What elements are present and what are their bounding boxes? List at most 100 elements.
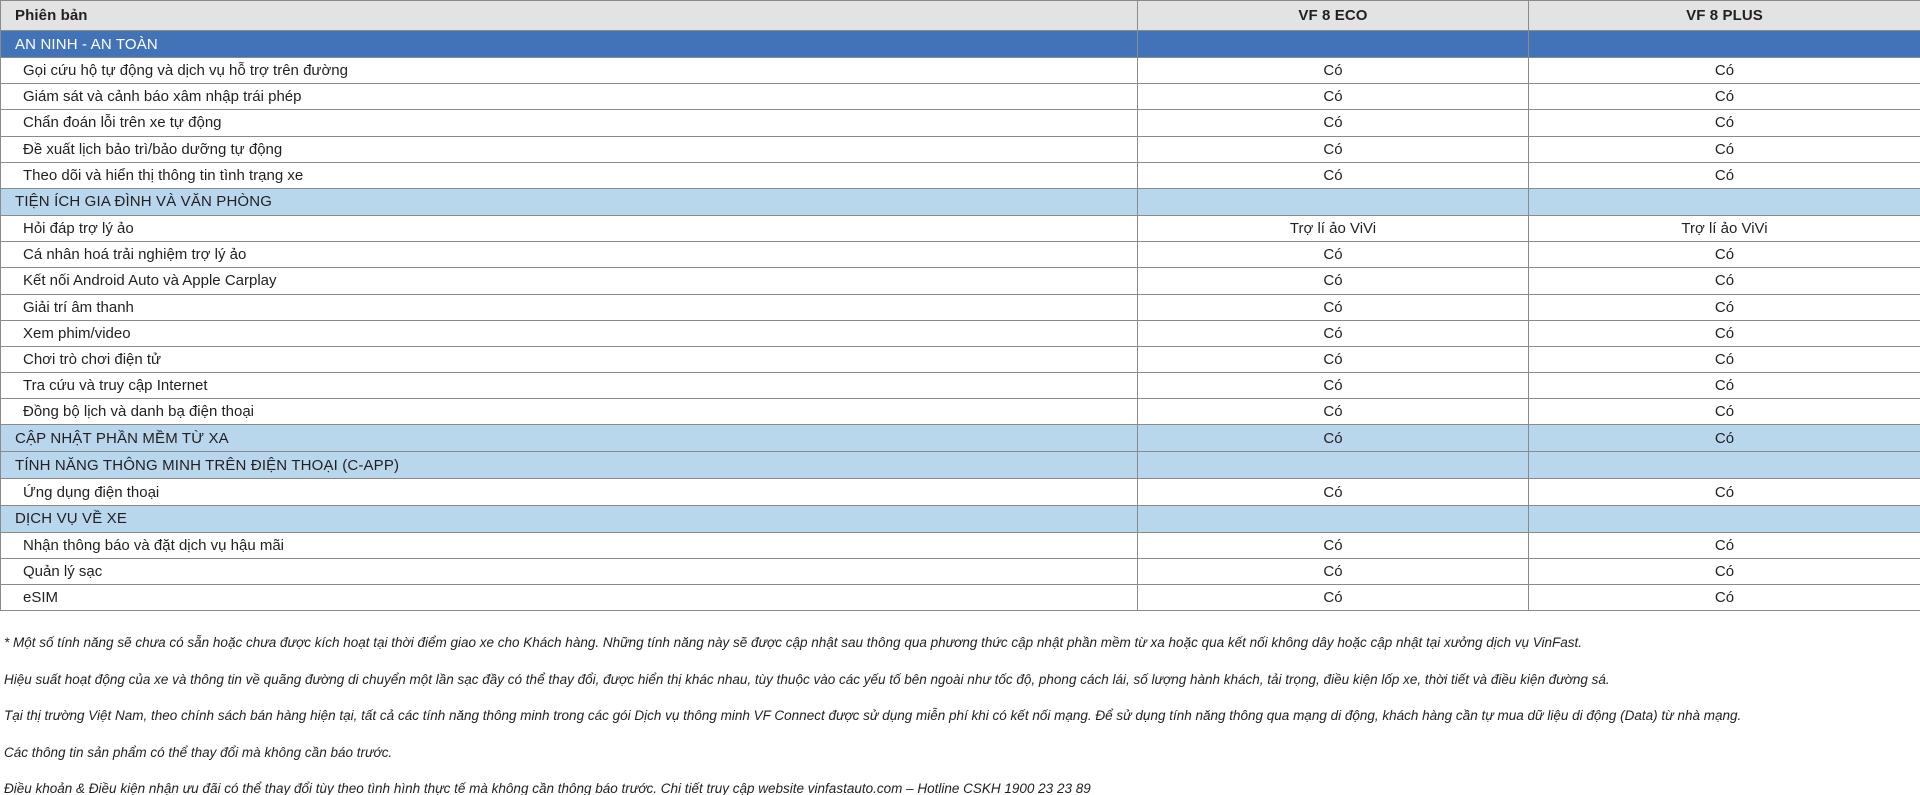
cell-vf8-plus: Có <box>1528 109 1920 137</box>
cell-vf8-plus: Có <box>1528 161 1920 189</box>
feature-name: Chẩn đoán lỗi trên xe tự động <box>0 109 1138 137</box>
section-title: CẬP NHẬT PHẦN MỀM TỪ XA <box>0 424 1138 453</box>
feature-name: Đồng bộ lịch và danh bạ điện thoại <box>0 398 1138 426</box>
cell-vf8-plus: Có <box>1528 478 1920 506</box>
footnote-4: Các thông tin sản phẩm có thể thay đổi m… <box>4 744 393 760</box>
feature-name: Hỏi đáp trợ lý ảo <box>0 214 1138 243</box>
column-header-feature: Phiên bản <box>0 0 1138 31</box>
table-row: Quản lý sạc Có Có <box>0 557 1920 586</box>
section-title: TÍNH NĂNG THÔNG MINH TRÊN ĐIỆN THOẠI (C-… <box>0 451 1138 480</box>
cell-vf8-eco: Có <box>1137 83 1529 111</box>
footnote-3: Tại thị trường Việt Nam, theo chính sách… <box>4 708 1742 724</box>
footnote-1: * Một số tính năng sẽ chưa có sẵn hoặc c… <box>4 635 1583 651</box>
feature-name: Tra cứu và truy cập Internet <box>0 372 1138 400</box>
cell-vf8-eco: Có <box>1137 319 1529 347</box>
feature-name: Chơi trò chơi điện tử <box>0 345 1138 374</box>
cell-vf8-eco: Có <box>1137 583 1529 612</box>
section-title: TIỆN ÍCH GIA ĐÌNH VÀ VĂN PHÒNG <box>0 187 1138 216</box>
cell-vf8-plus: Có <box>1528 293 1920 321</box>
feature-name: Ứng dụng điện thoại <box>0 478 1138 506</box>
footnote-5: Điều khoản & Điều kiện nhận ưu đãi có th… <box>4 781 1091 795</box>
table-section-row: TIỆN ÍCH GIA ĐÌNH VÀ VĂN PHÒNG <box>0 187 1920 216</box>
footnote-2: Hiệu suất hoạt động của xe và thông tin … <box>4 671 1610 687</box>
feature-name: eSIM <box>0 583 1138 612</box>
cell-vf8-plus: Có <box>1528 56 1920 85</box>
table-row: Đồng bộ lịch và danh bạ điện thoại Có Có <box>0 398 1920 426</box>
cell-vf8-eco: Có <box>1137 109 1529 137</box>
cell-vf8-plus: Có <box>1528 345 1920 374</box>
column-header-vf8-eco: VF 8 ECO <box>1137 0 1529 31</box>
feature-name: Giải trí âm thanh <box>0 293 1138 321</box>
table-row: Kết nối Android Auto và Apple Carplay Có C… <box>0 267 1920 295</box>
table-row: Theo dõi và hiển thị thông tin tình trạn… <box>0 161 1920 189</box>
table-header-row: Phiên bản VF 8 ECO VF 8 PLUS <box>0 0 1920 31</box>
cell-vf8-plus <box>1528 504 1920 533</box>
cell-vf8-eco <box>1137 451 1529 480</box>
cell-vf8-eco: Có <box>1137 424 1529 453</box>
cell-vf8-eco: Có <box>1137 531 1529 559</box>
cell-vf8-eco: Có <box>1137 56 1529 85</box>
column-header-vf8-plus: VF 8 PLUS <box>1528 0 1920 31</box>
table-header: Phiên bản VF 8 ECO VF 8 PLUS <box>0 0 1920 31</box>
cell-vf8-eco: Có <box>1137 161 1529 189</box>
cell-vf8-plus <box>1528 451 1920 480</box>
cell-vf8-eco <box>1137 187 1529 216</box>
cell-vf8-eco: Có <box>1137 293 1529 321</box>
table-row: Cá nhân hoá trải nghiệm trợ lý ảo Có Có <box>0 241 1920 269</box>
cell-vf8-plus: Có <box>1528 424 1920 453</box>
cell-vf8-plus: Có <box>1528 135 1920 163</box>
table-row: Gọi cứu hộ tự động và dịch vụ hỗ trợ trê… <box>0 56 1920 85</box>
cell-vf8-eco: Trợ lí ảo ViVi <box>1137 214 1529 243</box>
feature-name: Đề xuất lịch bảo trì/bảo dưỡng tự động <box>0 135 1138 163</box>
section-title: AN NINH - AN TOÀN <box>0 30 1138 58</box>
cell-vf8-plus: Có <box>1528 267 1920 295</box>
cell-vf8-plus <box>1528 187 1920 216</box>
table-row: Ứng dụng điện thoại Có Có <box>0 478 1920 506</box>
table-row: eSIM Có Có <box>0 583 1920 612</box>
table-row: Giám sát và cảnh báo xâm nhập trái phép C… <box>0 83 1920 111</box>
cell-vf8-plus <box>1528 30 1920 58</box>
feature-name: Cá nhân hoá trải nghiệm trợ lý ảo <box>0 241 1138 269</box>
section-title: DỊCH VỤ VỀ XE <box>0 504 1138 533</box>
table-row: Tra cứu và truy cập Internet Có Có <box>0 372 1920 400</box>
feature-name: Giám sát và cảnh báo xâm nhập trái phép <box>0 83 1138 111</box>
table-row: Xem phim/video Có Có <box>0 319 1920 347</box>
cell-vf8-eco: Có <box>1137 398 1529 426</box>
cell-vf8-eco <box>1137 504 1529 533</box>
table-section-row: CẬP NHẬT PHẦN MỀM TỪ XA Có Có <box>0 424 1920 453</box>
cell-vf8-eco: Có <box>1137 557 1529 586</box>
cell-vf8-eco: Có <box>1137 267 1529 295</box>
feature-name: Nhận thông báo và đặt dịch vụ hậu mãi <box>0 531 1138 559</box>
table-body: AN NINH - AN TOÀN Gọi cứu hộ tự động và d… <box>0 30 1920 612</box>
cell-vf8-plus: Có <box>1528 319 1920 347</box>
cell-vf8-plus: Trợ lí ảo ViVi <box>1528 214 1920 243</box>
table-row: Hỏi đáp trợ lý ảo Trợ lí ảo ViVi Trợ lí ảo… <box>0 214 1920 243</box>
cell-vf8-eco: Có <box>1137 372 1529 400</box>
table-row: Chơi trò chơi điện tử Có Có <box>0 345 1920 374</box>
table-row: Chẩn đoán lỗi trên xe tự động Có Có <box>0 109 1920 137</box>
table-row: Đề xuất lịch bảo trì/bảo dưỡng tự động Có… <box>0 135 1920 163</box>
feature-name: Kết nối Android Auto và Apple Carplay <box>0 267 1138 295</box>
table-section-row: AN NINH - AN TOÀN <box>0 30 1920 58</box>
vf8-feature-comparison-table: Phiên bản VF 8 ECO VF 8 PLUS AN NINH - A… <box>0 0 1920 612</box>
feature-name: Gọi cứu hộ tự động và dịch vụ hỗ trợ trê… <box>0 56 1138 85</box>
cell-vf8-plus: Có <box>1528 398 1920 426</box>
cell-vf8-eco: Có <box>1137 135 1529 163</box>
feature-name: Quản lý sạc <box>0 557 1138 586</box>
feature-name: Theo dõi và hiển thị thông tin tình trạn… <box>0 161 1138 189</box>
table-section-row: DỊCH VỤ VỀ XE <box>0 504 1920 533</box>
cell-vf8-plus: Có <box>1528 241 1920 269</box>
cell-vf8-plus: Có <box>1528 531 1920 559</box>
cell-vf8-eco: Có <box>1137 345 1529 374</box>
cell-vf8-eco: Có <box>1137 478 1529 506</box>
cell-vf8-plus: Có <box>1528 583 1920 612</box>
cell-vf8-eco: Có <box>1137 241 1529 269</box>
cell-vf8-plus: Có <box>1528 557 1920 586</box>
table-row: Nhận thông báo và đặt dịch vụ hậu mãi Có C… <box>0 531 1920 559</box>
table-row: Giải trí âm thanh Có Có <box>0 293 1920 321</box>
table-section-row: TÍNH NĂNG THÔNG MINH TRÊN ĐIỆN THOẠI (C-… <box>0 451 1920 480</box>
feature-name: Xem phim/video <box>0 319 1138 347</box>
cell-vf8-eco <box>1137 30 1529 58</box>
cell-vf8-plus: Có <box>1528 372 1920 400</box>
